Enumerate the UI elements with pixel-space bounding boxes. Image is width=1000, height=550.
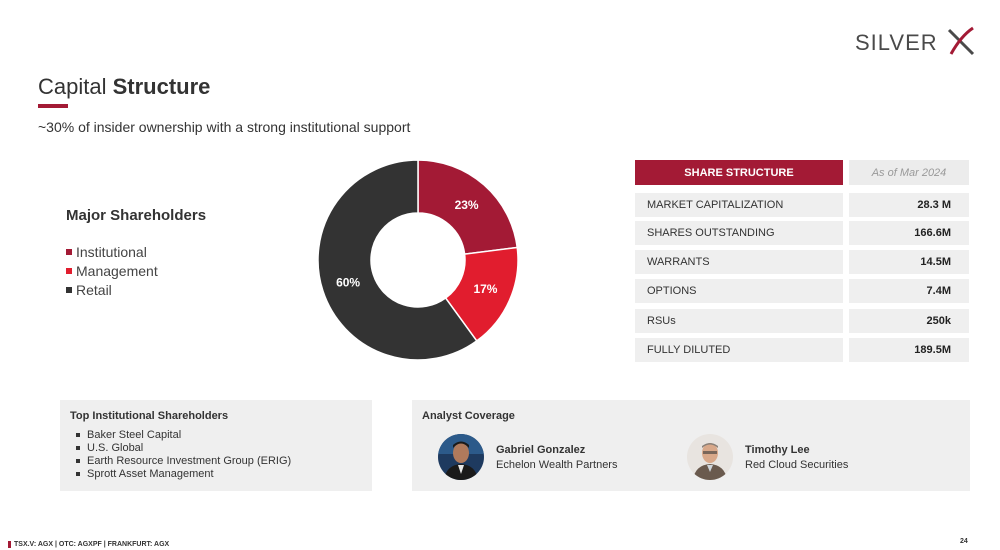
legend-item-management: Management [66,261,158,280]
page-title: Capital Structure [38,74,210,100]
page-subtitle: ~30% of insider ownership with a strong … [38,119,411,135]
title-bold: Structure [112,74,211,99]
avatar [438,434,484,480]
legend-swatch [66,286,72,293]
row-value: 28.3 M [849,193,969,217]
page-number: 24 [960,538,968,545]
table-row: FULLY DILUTED 189.5M [635,338,969,362]
footer-accent-mark [8,541,11,548]
list-item: U.S. Global [70,441,372,454]
analyst-coverage-box: Analyst Coverage Gabriel Gonzalez Echelo… [412,400,970,491]
title-regular: Capital [38,74,113,99]
item-label: Sprott Asset Management [87,467,214,480]
list-item: Earth Resource Investment Group (ERIG) [70,454,372,467]
analyst-firm: Echelon Wealth Partners [496,458,618,471]
major-shareholders-title: Major Shareholders [66,207,207,224]
row-value: 14.5M [849,250,969,274]
chart-legend: Institutional Management Retail [66,242,158,299]
analyst-name: Timothy Lee [745,443,810,456]
avatar [687,434,733,480]
legend-label: Retail [76,281,112,298]
item-label: Earth Resource Investment Group (ERIG) [87,454,292,467]
row-label: RSUs [635,309,843,333]
analyst-firm: Red Cloud Securities [745,458,849,471]
footer-tickers: TSX.V: AGX | OTC: AGXPF | FRANKFURT: AGX [8,541,169,548]
legend-label: Institutional [76,243,147,260]
share-structure-header: SHARE STRUCTURE [635,160,843,185]
donut-label-management: 17% [473,282,497,296]
person-photo-icon [438,434,484,480]
institutional-shareholders-box: Top Institutional Shareholders Baker Ste… [60,400,372,491]
logo-x-mark [947,26,975,56]
bullet-icon [76,471,80,476]
analyst-coverage-title: Analyst Coverage [422,410,515,422]
bullet-icon [76,432,80,437]
donut-label-retail: 60% [336,276,360,290]
company-logo: SILVER [855,26,975,58]
donut-slice-retail [317,159,478,361]
row-label: SHARES OUTSTANDING [635,221,843,245]
row-value: 166.6M [849,221,969,245]
ticker-text: TSX.V: AGX | OTC: AGXPF | FRANKFURT: AGX [14,541,170,548]
legend-swatch [66,248,72,255]
row-label: MARKET CAPITALIZATION [635,193,843,217]
item-label: U.S. Global [87,441,144,454]
title-underline [38,104,68,108]
row-label: WARRANTS [635,250,843,274]
legend-swatch [66,267,72,274]
donut-slice-institutional [417,159,519,255]
item-label: Baker Steel Capital [87,428,182,441]
table-row: SHARES OUTSTANDING 166.6M [635,221,969,245]
row-value: 7.4M [849,279,969,303]
row-value: 189.5M [849,338,969,362]
list-item: Sprott Asset Management [70,467,372,480]
row-label: FULLY DILUTED [635,338,843,362]
row-label: OPTIONS [635,279,843,303]
row-value: 250k [849,309,969,333]
analyst-card: Timothy Lee Red Cloud Securities [687,434,848,480]
table-row: WARRANTS 14.5M [635,250,969,274]
legend-label: Management [76,262,158,279]
table-row: MARKET CAPITALIZATION 28.3 M [635,193,969,217]
list-item: Baker Steel Capital [70,428,372,441]
analyst-card: Gabriel Gonzalez Echelon Wealth Partners [438,434,617,480]
shareholders-donut-chart: 23% 17% 60% [317,159,519,361]
donut-label-institutional: 23% [455,198,479,212]
bullet-icon [76,445,80,450]
legend-item-institutional: Institutional [66,242,158,261]
share-structure-date: As of Mar 2024 [849,160,969,185]
bullet-icon [76,458,80,463]
institutional-title: Top Institutional Shareholders [70,410,229,422]
person-photo-icon [687,434,733,480]
table-row: OPTIONS 7.4M [635,279,969,303]
legend-item-retail: Retail [66,280,158,299]
logo-wordmark: SILVER [855,30,938,55]
table-row: RSUs 250k [635,309,969,333]
analyst-name: Gabriel Gonzalez [496,443,586,456]
institutional-list: Baker Steel Capital U.S. Global Earth Re… [70,428,372,480]
